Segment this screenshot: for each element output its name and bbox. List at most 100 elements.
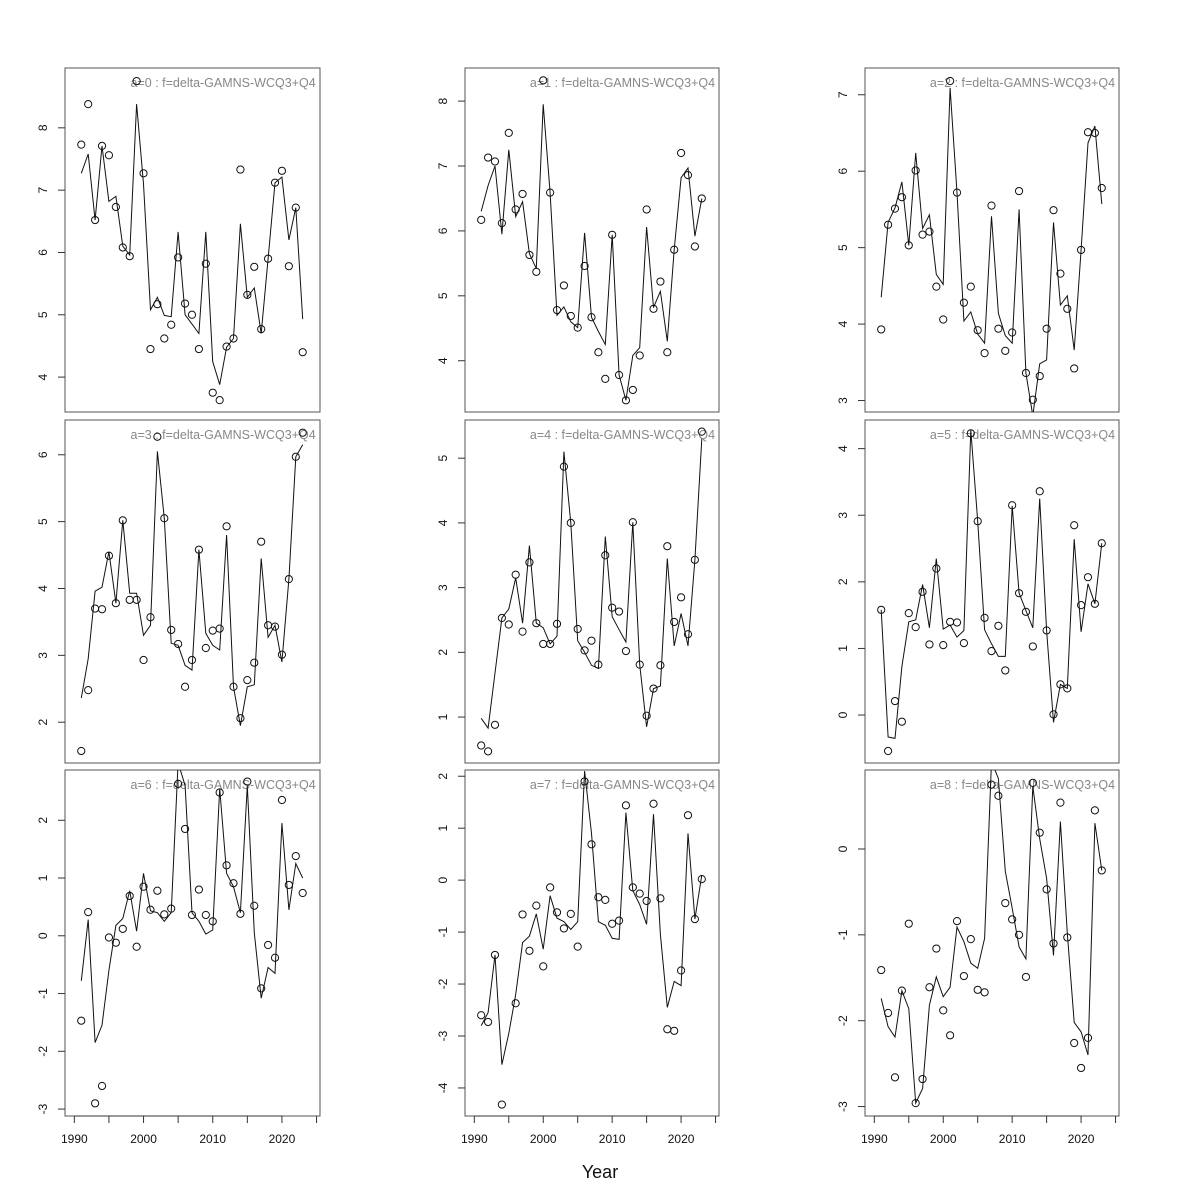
- observed-point: [952, 917, 962, 926]
- x-tick-label: 1990: [61, 1132, 88, 1146]
- observed-point: [635, 660, 644, 669]
- observed-point: [925, 983, 934, 992]
- observed-point: [601, 895, 610, 904]
- observed-point: [146, 905, 155, 914]
- panel-frame: [864, 419, 1120, 764]
- observed-point: [573, 323, 582, 332]
- observed-point: [559, 462, 569, 471]
- observed-point: [525, 558, 534, 567]
- observed-point: [291, 452, 300, 461]
- observed-point: [483, 1017, 493, 1027]
- observed-point: [559, 924, 569, 933]
- y-tick-label: 1: [36, 874, 50, 881]
- observed-point: [1070, 521, 1079, 530]
- observed-point: [201, 259, 210, 268]
- observed-point: [663, 542, 672, 551]
- observed-point: [277, 650, 287, 659]
- observed-point: [621, 801, 631, 810]
- panel-0: a=0 : f=delta-GAMNS-WCQ3+Q4 4 5 6 7 8: [36, 67, 321, 413]
- observed-point: [939, 315, 948, 324]
- observed-point: [683, 630, 693, 639]
- y-tick-label: 4: [836, 320, 850, 327]
- observed-point: [132, 76, 141, 86]
- observed-point: [946, 617, 955, 626]
- observed-point: [201, 910, 210, 920]
- observed-point: [1083, 1033, 1093, 1042]
- observed-point: [525, 946, 534, 955]
- observed-point: [277, 795, 287, 805]
- y-tick-label: 6: [36, 451, 50, 458]
- observed-point: [1076, 1063, 1086, 1073]
- observed-point: [167, 904, 176, 913]
- observed-point: [608, 919, 617, 928]
- observed-point: [1049, 939, 1058, 948]
- observed-point: [1021, 368, 1031, 378]
- fitted-line: [480, 438, 703, 730]
- x-tick-label: 2000: [930, 1132, 957, 1146]
- y-tick-label: 3: [436, 584, 450, 591]
- observed-point: [642, 205, 651, 214]
- observed-point: [511, 570, 520, 579]
- observed-point: [146, 344, 155, 354]
- observed-point: [194, 545, 204, 554]
- observed-point: [132, 595, 141, 604]
- panel-title: a=3 : f=delta-GAMNS-WCQ3+Q4: [131, 428, 316, 442]
- observed-point: [1021, 607, 1031, 616]
- y-tick-label: 4: [836, 445, 850, 452]
- observed-point: [243, 777, 252, 786]
- y-tick-label: 3: [36, 652, 50, 659]
- observed-point: [236, 909, 245, 918]
- observed-point: [153, 432, 162, 441]
- observed-point: [91, 215, 100, 225]
- observed-point: [222, 342, 231, 351]
- observed-point: [208, 917, 217, 926]
- x-tick-label: 2010: [999, 1132, 1026, 1146]
- observed-point: [1014, 930, 1024, 939]
- panel-3: a=1 : f=delta-GAMNS-WCQ3+Q4 4 5 6 7 8: [436, 67, 720, 413]
- fitted-line: [880, 770, 1103, 1106]
- observed-point: [1035, 828, 1044, 837]
- observed-point: [194, 344, 204, 354]
- observed-point: [208, 388, 217, 397]
- observed-point: [236, 165, 245, 174]
- observed-point: [91, 1099, 100, 1108]
- observed-point: [966, 282, 975, 291]
- observed-point: [911, 623, 920, 632]
- observed-point: [911, 1099, 920, 1108]
- observed-point: [284, 575, 293, 584]
- y-tick-label: 1: [436, 713, 450, 720]
- panel-title: a=0 : f=delta-GAMNS-WCQ3+Q4: [131, 76, 316, 90]
- y-tick-label: -3: [36, 1103, 50, 1114]
- panel-title: a=5 : f=delta-GAMNS-WCQ3+Q4: [930, 428, 1115, 442]
- observed-point: [97, 141, 107, 150]
- observed-point: [539, 76, 548, 85]
- observed-point: [670, 1026, 679, 1035]
- observed-point: [125, 891, 134, 901]
- observed-point: [1049, 206, 1058, 215]
- y-tick-label: -1: [836, 929, 850, 940]
- observed-point: [628, 385, 637, 395]
- observed-point: [987, 647, 996, 656]
- y-tick-label: 8: [436, 97, 450, 104]
- observed-point: [111, 202, 120, 212]
- observed-point: [125, 595, 134, 604]
- observed-point: [1083, 573, 1093, 582]
- observed-point: [663, 1025, 672, 1034]
- observed-point: [690, 915, 699, 924]
- observed-point: [649, 684, 658, 693]
- y-tick-label: 8: [36, 124, 50, 131]
- observed-point: [250, 658, 259, 667]
- observed-point: [270, 178, 280, 187]
- y-tick-label: -2: [36, 1046, 50, 1057]
- observed-point: [649, 799, 658, 808]
- y-tick-label: 5: [436, 292, 450, 299]
- observed-point: [187, 910, 197, 920]
- observed-point: [1083, 128, 1093, 137]
- observed-point: [118, 516, 127, 525]
- observed-point: [1008, 328, 1017, 337]
- observed-point: [580, 646, 589, 655]
- observed-point: [973, 517, 982, 526]
- observed-point: [139, 655, 148, 665]
- y-tick-label: 4: [436, 357, 450, 364]
